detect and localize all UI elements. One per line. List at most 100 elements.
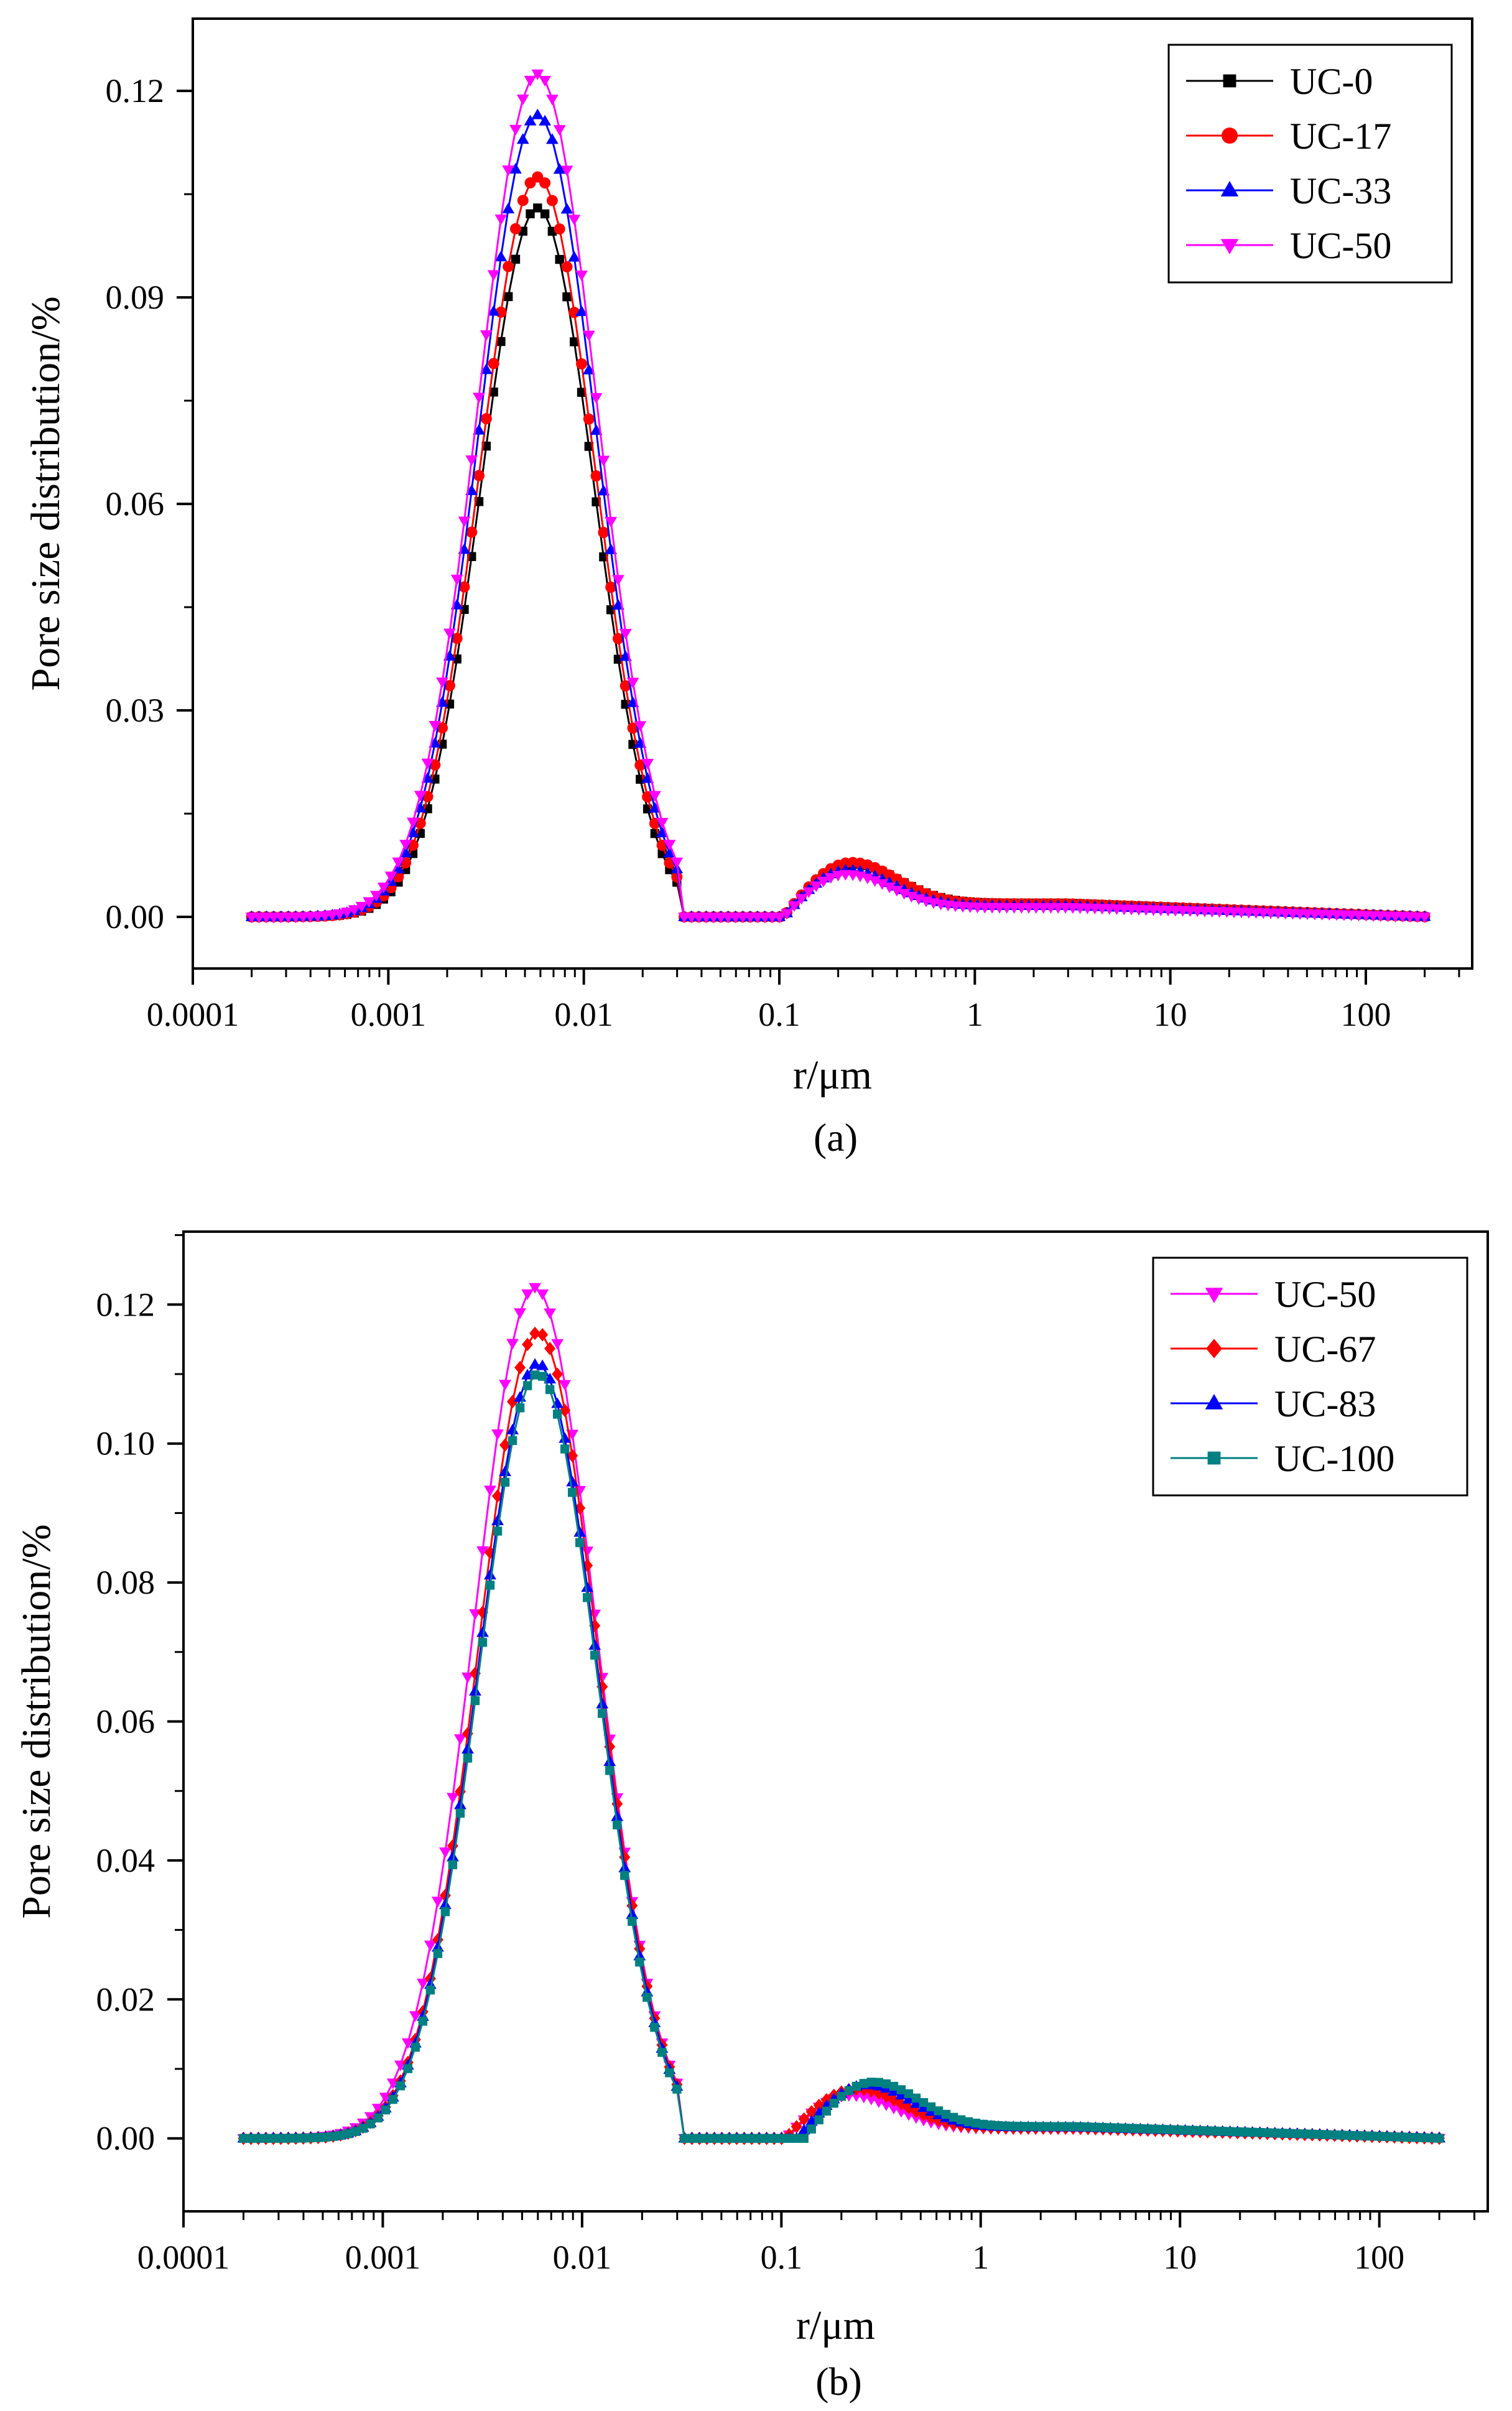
legend-marker: [1220, 181, 1239, 197]
data-point: [598, 527, 610, 539]
data-point: [546, 133, 559, 144]
data-point: [454, 1798, 466, 1809]
data-point: [635, 1958, 644, 1967]
data-point: [524, 75, 537, 87]
data-point: [649, 791, 661, 802]
data-point: [493, 1526, 503, 1536]
data-point: [506, 1339, 519, 1350]
data-point: [487, 305, 500, 316]
data-point: [588, 1639, 601, 1650]
data-point: [509, 223, 521, 235]
data-point: [1315, 2130, 1325, 2139]
figure-caption: (a): [814, 1115, 858, 1159]
data-point: [1285, 2129, 1294, 2138]
data-point: [436, 677, 448, 689]
data-point: [1069, 2122, 1078, 2131]
data-point: [868, 876, 881, 887]
data-point: [891, 886, 903, 897]
data-point: [370, 891, 383, 902]
data-point: [866, 2078, 876, 2087]
data-point: [480, 413, 492, 425]
data-point: [858, 2083, 870, 2096]
x-tick-label: 0.01: [553, 2239, 612, 2276]
chart-panel-a: 0.0001 0.001 0.01 0.1 1 10 100 0.00 0.03 0.06 0.09…: [23, 17, 1473, 1159]
data-point: [829, 2099, 838, 2108]
data-point: [431, 1897, 444, 1908]
legend-marker: [1220, 239, 1239, 254]
legend-label: UC-50: [1290, 225, 1391, 266]
data-point: [506, 1423, 519, 1434]
data-point: [883, 882, 896, 893]
data-point: [539, 114, 552, 126]
data-point: [503, 261, 514, 272]
data-point: [530, 1370, 540, 1380]
legend-box: [1152, 1257, 1468, 1497]
data-point: [663, 840, 676, 851]
data-point: [626, 1908, 639, 1919]
data-point: [575, 1538, 585, 1548]
data-point: [1113, 2123, 1123, 2133]
legend-label: UC-0: [1290, 61, 1373, 102]
data-point: [576, 358, 588, 369]
data-point: [902, 2110, 915, 2121]
chart-panel-b: 0.0001 0.001 0.01 0.1 1 10 100 0.00 0.02 0.04 0.06…: [14, 1230, 1489, 2404]
data-point: [388, 2094, 397, 2104]
data-point: [740, 2134, 749, 2143]
data-point: [663, 847, 676, 858]
data-point: [822, 2106, 831, 2116]
data-point: [611, 1810, 624, 1821]
x-tick-label: 10: [1163, 2239, 1197, 2276]
data-point: [581, 1546, 594, 1558]
data-point: [246, 2134, 256, 2143]
legend-label: UC-100: [1274, 1438, 1394, 1479]
data-point: [1188, 2125, 1197, 2135]
data-point: [358, 2124, 368, 2133]
data-point: [787, 901, 800, 913]
data-point: [499, 1380, 511, 1391]
data-point: [627, 722, 639, 734]
data-point: [480, 330, 493, 341]
data-point: [1098, 2122, 1108, 2132]
x-tick-label: 0.0001: [147, 996, 239, 1033]
data-point: [1240, 2127, 1250, 2137]
data-point: [1061, 2122, 1070, 2131]
data-point: [473, 470, 485, 481]
data-point: [619, 629, 632, 640]
data-point: [1248, 2127, 1257, 2137]
data-point: [657, 2048, 667, 2057]
legend-marker: [1205, 1394, 1223, 1410]
data-point: [381, 2105, 390, 2115]
data-point: [529, 1326, 541, 1340]
data-point: [1360, 2131, 1370, 2140]
data-point: [963, 2117, 973, 2127]
x-tick-label: 0.0001: [137, 2239, 230, 2276]
data-point: [544, 1308, 557, 1319]
data-point: [392, 857, 405, 868]
data-point: [517, 195, 529, 207]
data-point: [481, 441, 491, 451]
data-point: [552, 1410, 562, 1419]
data-point: [1367, 2131, 1377, 2141]
data-point: [1337, 2130, 1347, 2140]
data-point: [1375, 2132, 1384, 2141]
data-point: [433, 1949, 443, 1958]
legend-box: [1167, 44, 1453, 284]
data-point: [1046, 2122, 1055, 2131]
data-point: [603, 1755, 616, 1767]
data-point: [596, 1698, 609, 1709]
y-tick-label: 0.12: [106, 72, 165, 109]
data-point: [502, 202, 515, 213]
data-point: [598, 1709, 607, 1718]
data-point: [366, 2119, 375, 2129]
data-point: [473, 393, 485, 404]
data-point: [403, 2064, 413, 2073]
data-point: [473, 424, 485, 435]
data-point: [476, 1546, 489, 1557]
data-point: [554, 223, 565, 235]
data-point: [844, 2086, 854, 2096]
data-point: [710, 2134, 719, 2143]
data-point: [239, 2134, 248, 2143]
data-point: [1300, 2129, 1310, 2139]
data-point: [650, 2023, 659, 2032]
